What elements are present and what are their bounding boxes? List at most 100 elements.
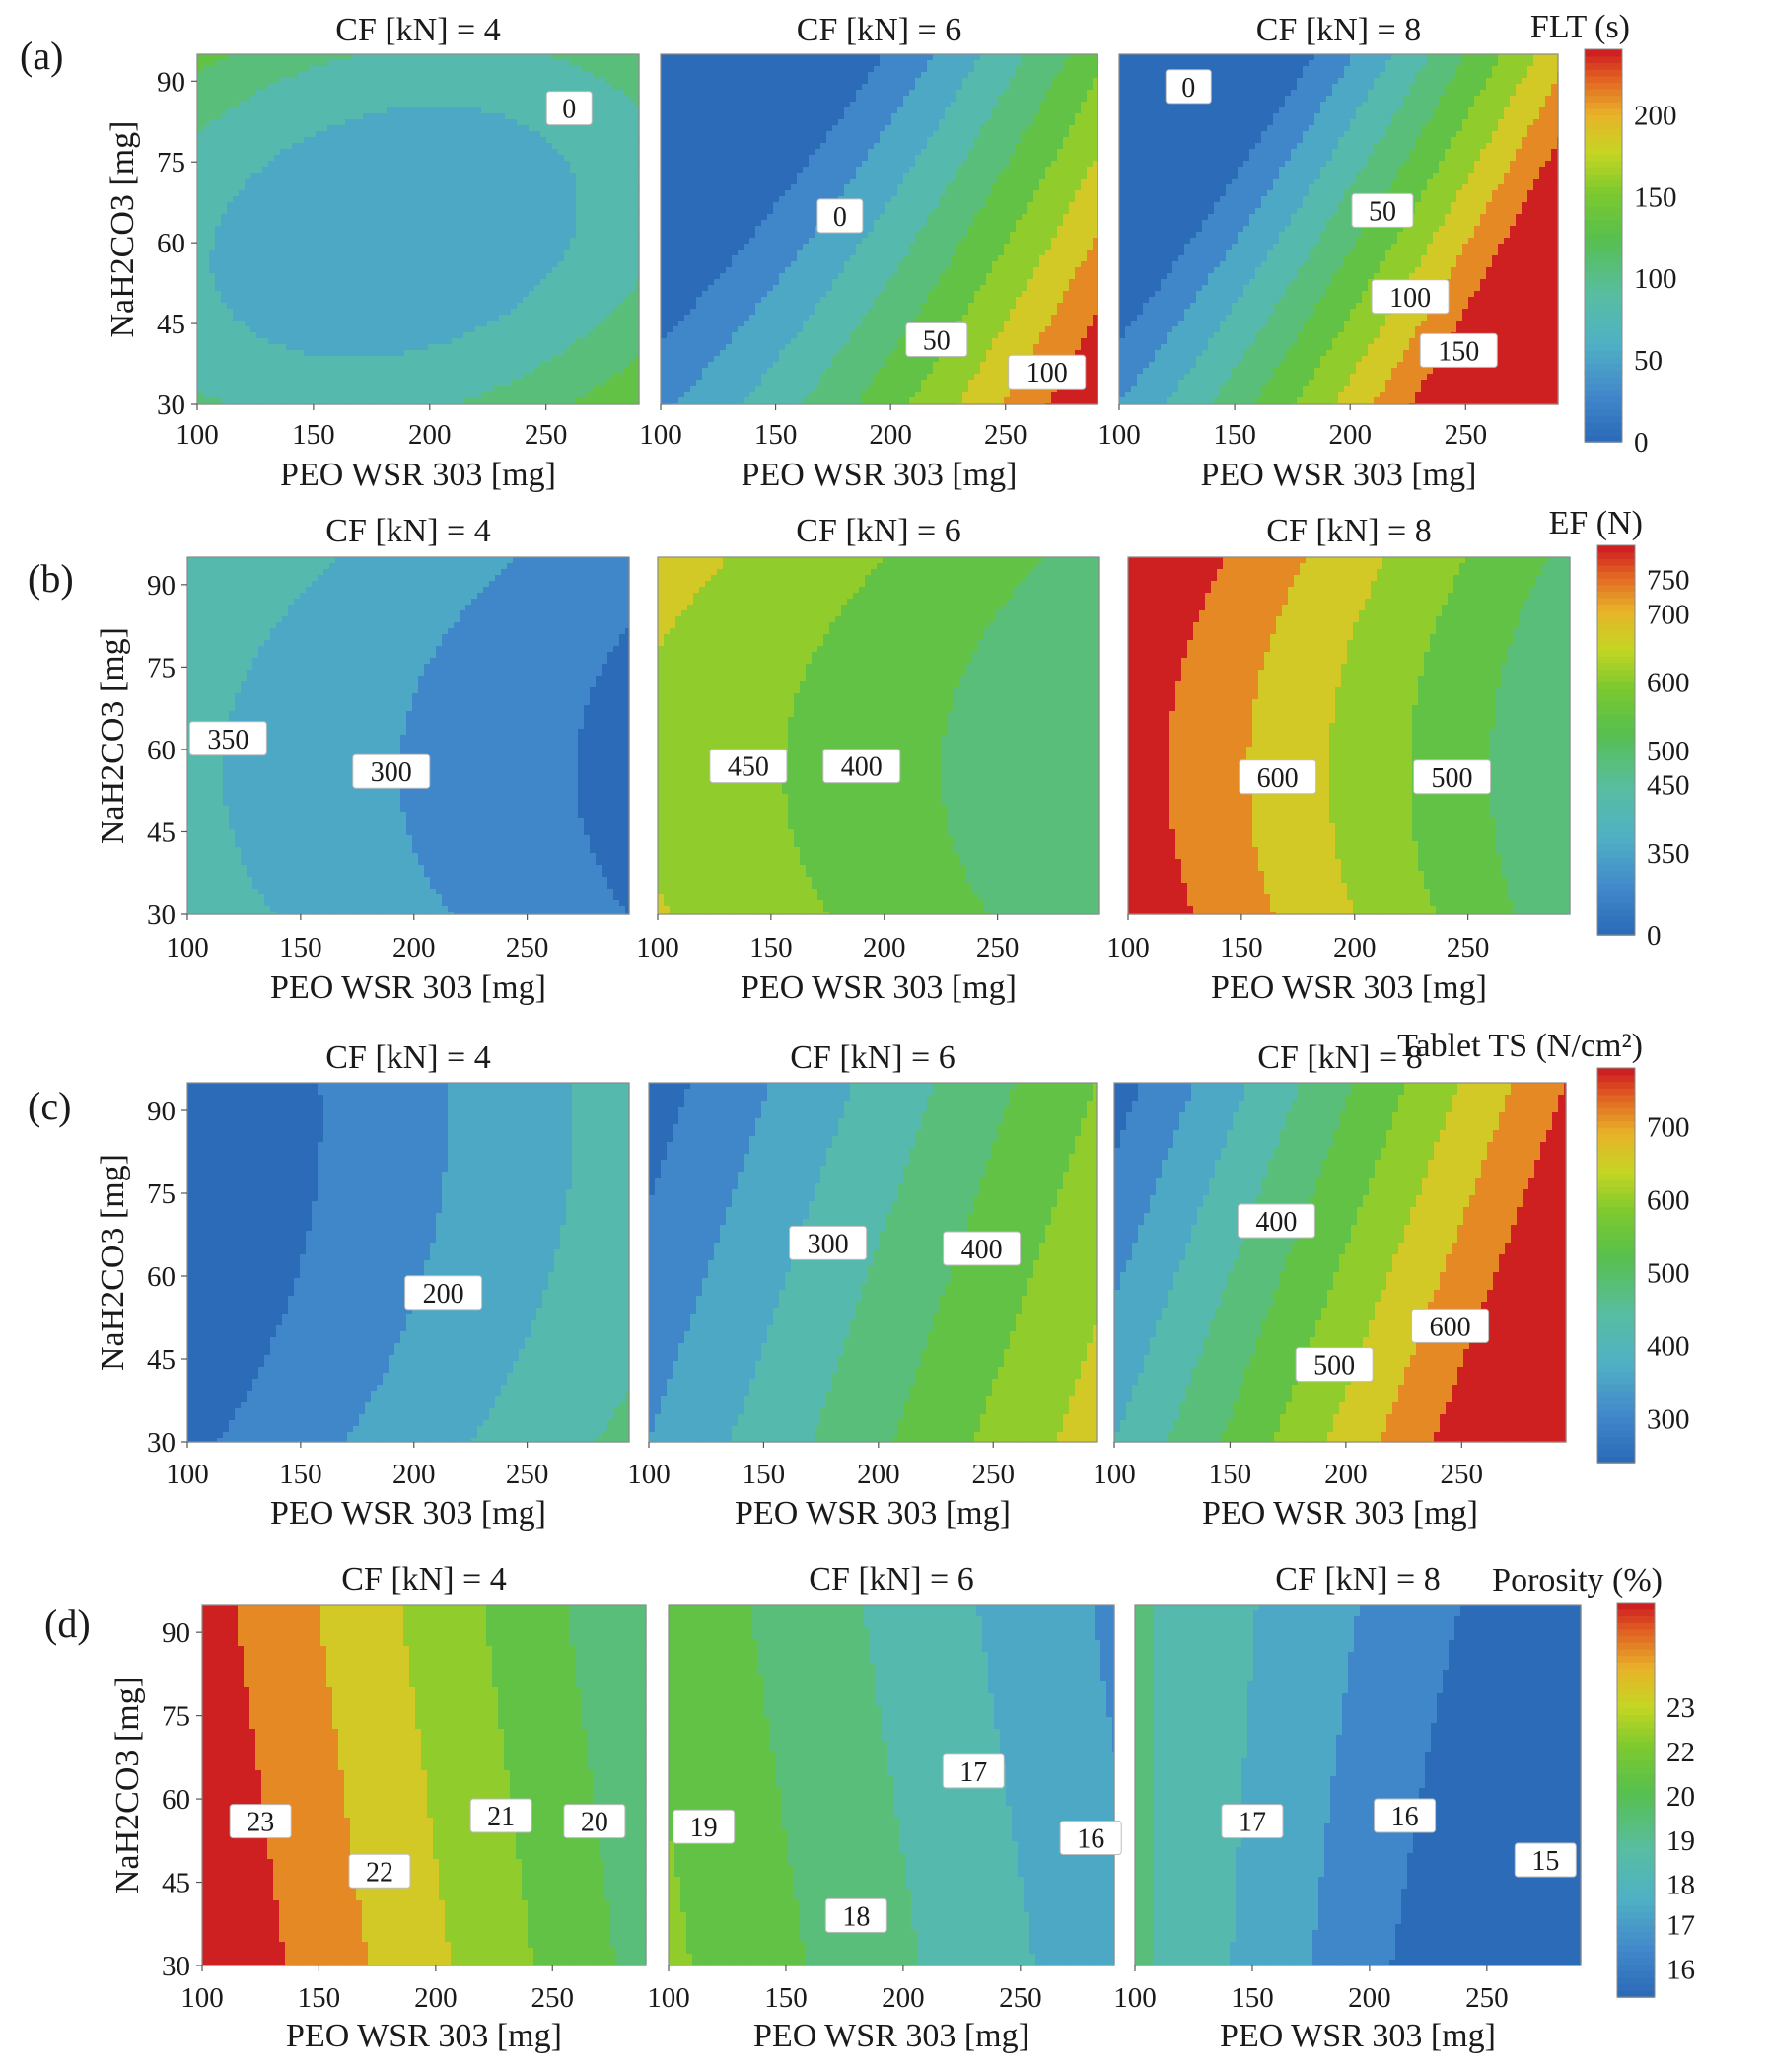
contour-cell — [215, 102, 222, 108]
contour-cell — [582, 54, 589, 61]
contour-cell — [369, 66, 376, 73]
contour-cell — [227, 90, 234, 97]
contour-cell — [280, 107, 287, 114]
contour-cell — [333, 78, 340, 85]
contour-cell — [292, 107, 299, 114]
contour-cell — [605, 78, 612, 85]
contour-cell — [209, 84, 216, 91]
contour-cell — [517, 84, 524, 91]
contour-cell — [487, 84, 494, 91]
contour-cell — [256, 60, 263, 67]
contour-cell — [345, 72, 352, 79]
contour-cell — [475, 107, 482, 114]
contour-cell — [363, 107, 370, 114]
contour-cell — [245, 84, 251, 91]
contour-cell — [594, 96, 601, 103]
contour-cell — [233, 107, 240, 114]
contour-cell — [310, 96, 317, 103]
contour-cell — [623, 78, 630, 85]
contour-cell — [262, 102, 269, 108]
contour-cell — [617, 72, 624, 79]
contour-cell — [523, 72, 530, 79]
contour-cell — [197, 72, 204, 79]
contour-cell — [428, 60, 435, 67]
contour-cell — [351, 54, 358, 61]
contour-cell — [428, 102, 435, 108]
contour-cell — [327, 60, 334, 67]
contour-cell — [239, 107, 246, 114]
contour-cell — [546, 78, 553, 85]
contour-cell — [463, 96, 470, 103]
contour-cell — [239, 60, 246, 67]
contour-cell — [440, 107, 447, 114]
contour-cell — [546, 54, 553, 61]
contour-cell — [552, 66, 559, 73]
contour-cell — [475, 60, 482, 67]
contour-cell — [250, 90, 257, 97]
contour-cell — [316, 107, 322, 114]
contour-cell — [363, 60, 370, 67]
contour-cell — [540, 84, 547, 91]
contour-cell — [487, 66, 494, 73]
contour-cell — [600, 102, 606, 108]
contour-cell — [286, 78, 293, 85]
contour-cell — [540, 102, 547, 108]
contour-cell — [428, 78, 435, 85]
contour-cell — [203, 60, 210, 67]
contour-cell — [475, 54, 482, 61]
contour-figure: (a)CF [kN] = 4100 150 200 250PEO WSR 303 [m… — [0, 0, 1771, 2072]
contour-cell — [381, 66, 388, 73]
contour-cell — [215, 54, 222, 61]
contour-cell — [576, 66, 583, 73]
contour-cell — [493, 72, 500, 79]
contour-cell — [410, 78, 417, 85]
contour-cell — [434, 84, 441, 91]
contour-cell — [292, 54, 299, 61]
contour-cell — [280, 90, 287, 97]
contour-cell — [434, 54, 441, 61]
contour-cell — [481, 96, 488, 103]
contour-cell — [227, 96, 234, 103]
contour-cell — [262, 60, 269, 67]
contour-cell — [404, 60, 411, 67]
contour-cell — [209, 66, 216, 73]
contour-cell — [310, 107, 317, 114]
contour-cell — [523, 66, 530, 73]
contour-cell — [327, 90, 334, 97]
contour-cell — [345, 60, 352, 67]
contour-cell — [280, 66, 287, 73]
contour-cell — [203, 72, 210, 79]
contour-cell — [582, 84, 589, 91]
contour-cell — [452, 72, 459, 79]
contour-cell — [605, 96, 612, 103]
contour-cell — [298, 90, 305, 97]
contour-cell — [239, 54, 246, 61]
contour-cell — [440, 96, 447, 103]
contour-cell — [475, 78, 482, 85]
contour-cell — [392, 84, 399, 91]
contour-cell — [428, 107, 435, 114]
contour-cell — [304, 107, 311, 114]
contour-cell — [310, 90, 317, 97]
contour-cell — [351, 90, 358, 97]
contour-cell — [404, 84, 411, 91]
contour-cell — [558, 54, 565, 61]
contour-cell — [197, 54, 204, 61]
contour-cell — [345, 78, 352, 85]
contour-cell — [227, 72, 234, 79]
contour-cell — [434, 102, 441, 108]
contour-cell — [452, 66, 459, 73]
contour-cell — [475, 66, 482, 73]
contour-cell — [529, 78, 535, 85]
contour-cell — [387, 107, 393, 114]
contour-cell — [203, 84, 210, 91]
contour-cell — [481, 66, 488, 73]
contour-cell — [256, 96, 263, 103]
contour-cell — [298, 78, 305, 85]
contour-cell — [416, 96, 423, 103]
contour-cell — [487, 78, 494, 85]
contour-cell — [233, 60, 240, 67]
contour-cell — [381, 54, 388, 61]
contour-cell — [227, 102, 234, 108]
contour-cell — [298, 66, 305, 73]
